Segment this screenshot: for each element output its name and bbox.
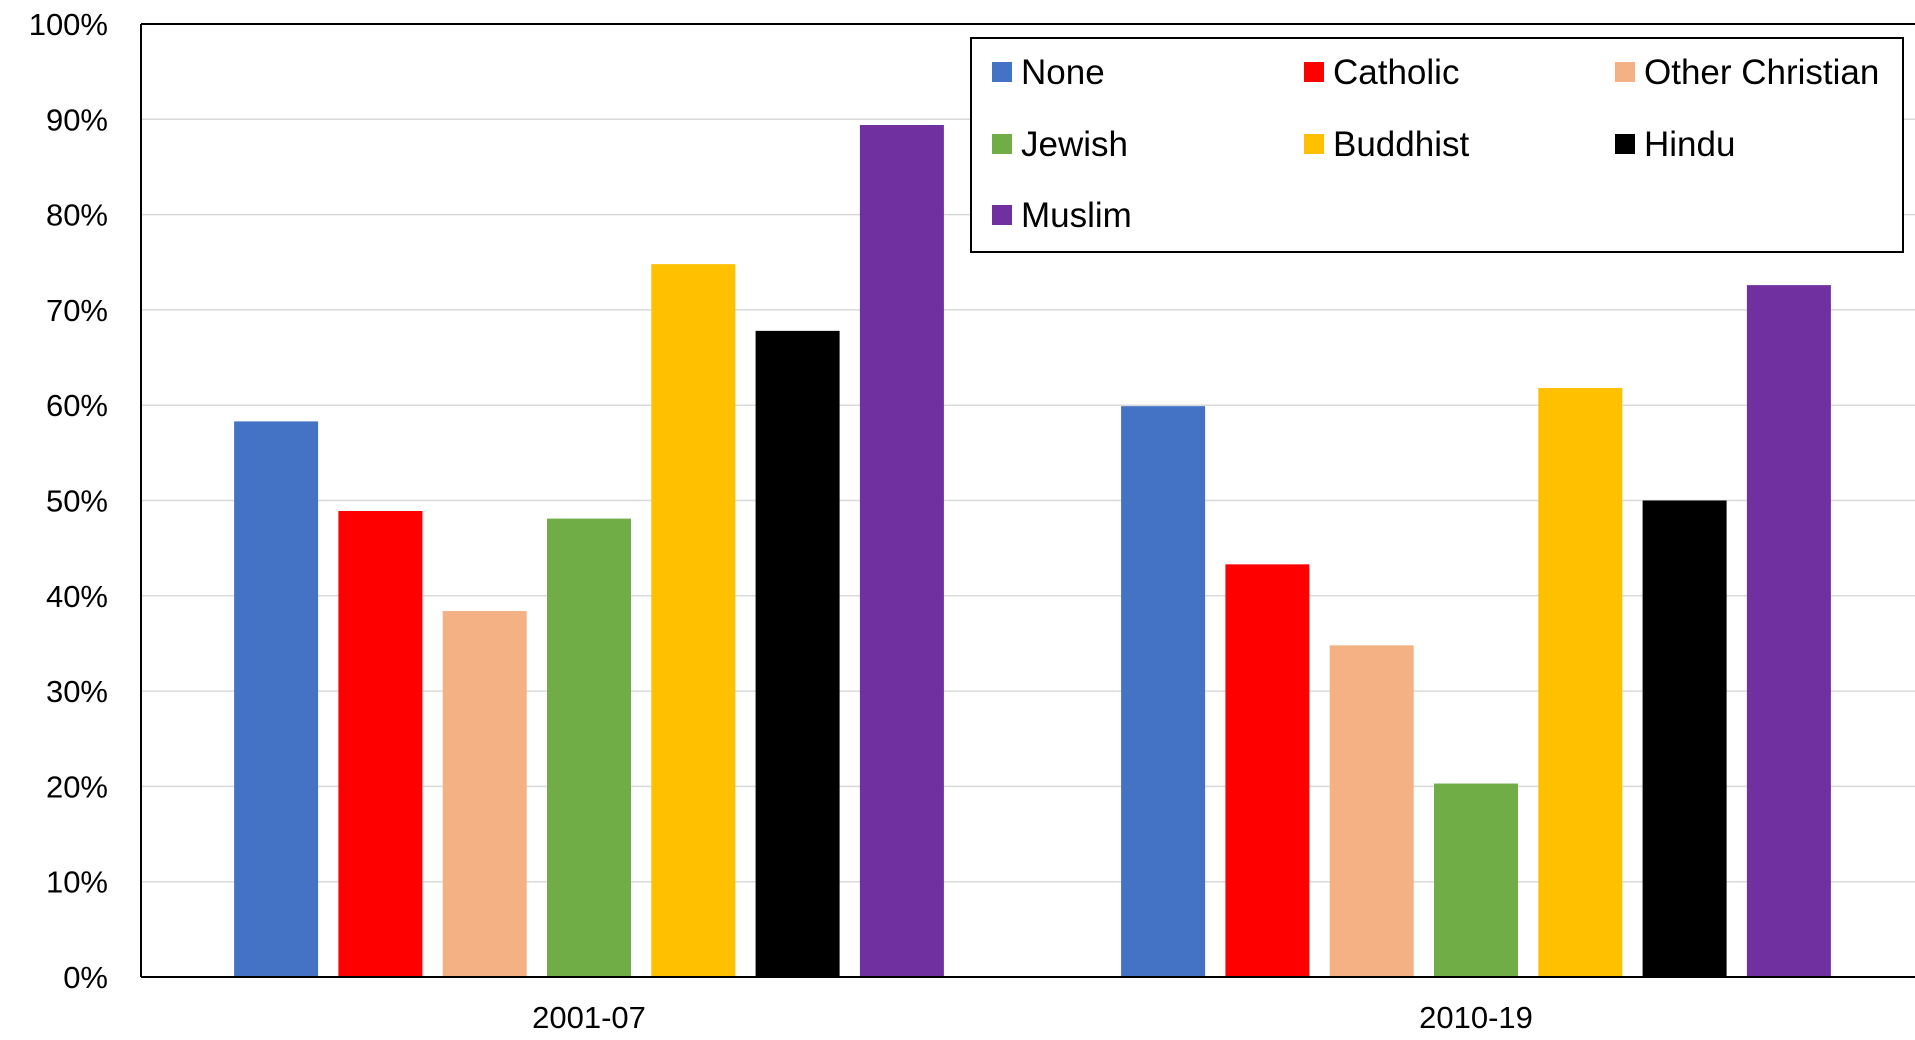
y-tick-label: 70%: [46, 293, 108, 328]
bar-other-christian-2001-07: [442, 611, 527, 977]
legend-label-none: None: [1021, 53, 1105, 92]
y-tick-label: 30%: [46, 674, 108, 709]
bar-none-2001-07: [234, 421, 319, 977]
bar-hindu-2010-19: [1642, 500, 1727, 977]
legend-label-jewish: Jewish: [1021, 125, 1128, 164]
bar-other-christian-2010-19: [1329, 645, 1414, 977]
legend-swatch-buddhist: [1304, 134, 1324, 154]
legend-label-buddhist: Buddhist: [1333, 125, 1469, 164]
legend-label-other-christian: Other Christian: [1644, 53, 1879, 92]
legend-swatch-none: [992, 62, 1012, 82]
y-tick-label: 80%: [46, 198, 108, 233]
legend-swatch-muslim: [992, 205, 1012, 225]
axes: [140, 23, 1915, 978]
y-tick-label: 50%: [46, 484, 108, 519]
bar-muslim-2010-19: [1746, 285, 1831, 977]
x-axis-tick-labels: 2001-07 2010-19: [532, 1000, 1533, 1035]
y-axis-tick-labels: 0% 10% 20% 30% 40% 50% 60% 70% 80% 90% 100%: [29, 7, 108, 995]
legend-box: [970, 37, 1904, 253]
legend-swatch-jewish: [992, 134, 1012, 154]
y-tick-label: 10%: [46, 865, 108, 900]
y-tick-label: 100%: [29, 7, 108, 42]
bar-none-2010-19: [1121, 406, 1206, 977]
legend-swatch-other-christian: [1615, 62, 1635, 82]
x-tick-label: 2010-19: [1419, 1000, 1533, 1035]
legend-label-muslim: Muslim: [1021, 196, 1132, 235]
legend-label-catholic: Catholic: [1333, 53, 1459, 92]
bar-jewish-2001-07: [547, 518, 631, 977]
legend-label-hindu: Hindu: [1644, 125, 1735, 164]
bar-jewish-2010-19: [1434, 783, 1518, 977]
bars: [234, 125, 1831, 978]
x-tick-label: 2001-07: [532, 1000, 646, 1035]
bar-catholic-2001-07: [338, 510, 423, 977]
legend-swatch-hindu: [1615, 134, 1635, 154]
bar-catholic-2010-19: [1225, 564, 1310, 977]
y-tick-label: 90%: [46, 102, 108, 137]
y-tick-label: 20%: [46, 769, 108, 804]
y-tick-label: 0%: [63, 960, 108, 995]
bar-muslim-2001-07: [859, 125, 944, 977]
legend-swatch-catholic: [1304, 62, 1324, 82]
bar-buddhist-2001-07: [651, 264, 736, 977]
y-tick-label: 40%: [46, 579, 108, 614]
bar-hindu-2001-07: [755, 330, 840, 978]
y-tick-label: 60%: [46, 388, 108, 423]
legend: None Catholic Other Christian Jewish Buddhis…: [970, 37, 1904, 253]
bar-buddhist-2010-19: [1538, 388, 1623, 977]
